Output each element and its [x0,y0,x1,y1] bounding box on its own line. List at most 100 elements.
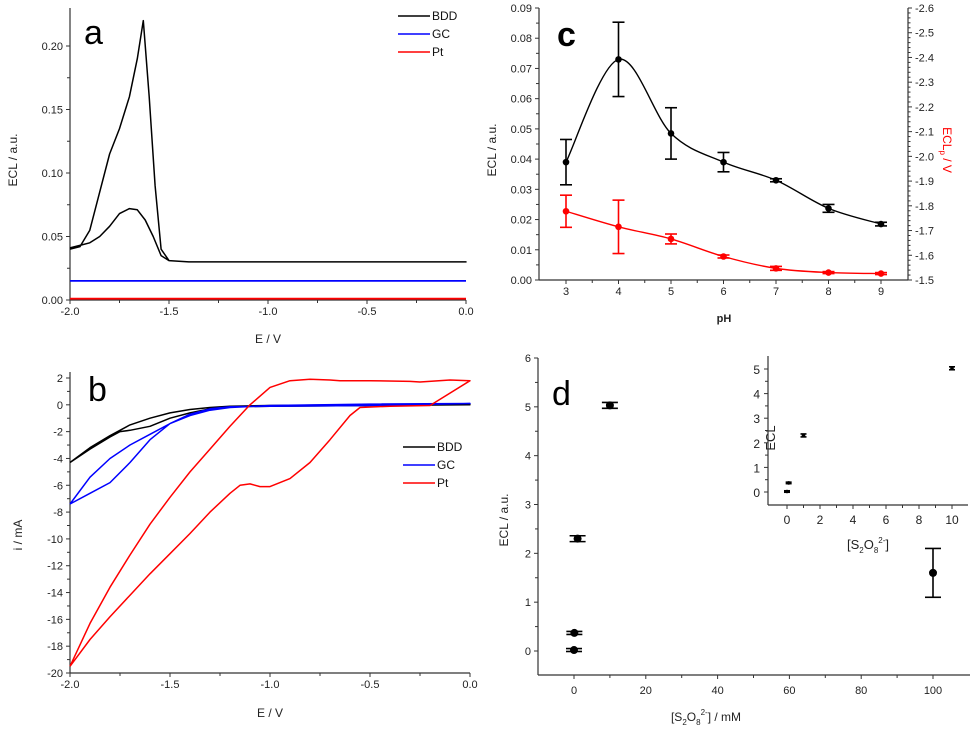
data-point [929,568,937,577]
d-x-sup: 2- [701,708,708,717]
panel-a-legend: BDD GC Pt [398,9,458,59]
panel-a-y-tick-label: 0.15 [42,105,63,117]
panel-c-eclp-point [717,253,730,260]
panel-a-x-tick-label: -2.0 [61,306,80,318]
panel-d-x-tick-label: 40 [711,685,723,697]
panel-a-x-tick-label: -0.5 [358,306,377,318]
panel-b-y-tick-label: -16 [47,614,63,626]
data-point [570,646,578,655]
panel-b-x-label: E / V [257,706,283,720]
panel-d-y-tick-label: 6 [525,353,531,365]
panel-b-series-gc [69,402,471,505]
panel-c-y-right-tick-label: -2.3 [915,77,934,89]
panel-b-y-tick-label: 0 [57,400,63,412]
panel-a-x-tick-label: 0.0 [458,306,473,318]
panel-c-y-right-tick-label: -1.5 [915,275,934,287]
panel-a-legend-label-gc: GC [432,27,450,41]
panel-c-ecl-point [717,151,730,173]
panel-letter-b: b [88,371,107,409]
panel-b-y-label: i / mA [11,520,25,551]
data-point [825,269,832,276]
panel-d-y-tick-label: 0 [525,646,531,658]
data-point [667,130,675,137]
panel-c-y-right-tick-label: -2.1 [915,127,934,139]
panel-c-right-axis: -1.5 -1.6 -1.7 -1.8 -1.9 -2.0 -2.1 -2.2 -2.3 -2.4… [907,3,934,287]
panel-b-legend-label-pt: Pt [437,476,449,490]
panel-b-x-tick-label: 0.0 [462,679,477,691]
panel-b-axes: -2.0 -1.5 -1.0 -0.5 0.0 2 0 -2 -4 -6 -8 -10 -12 -14 -1… [47,372,478,691]
panel-b-series-pt [69,378,471,667]
panel-d-x-tick-label: 100 [924,685,942,697]
panel-b-y-tick-label: 2 [57,373,63,385]
panel-c-eclp-point [875,270,887,277]
panel-d-y-tick-label: 2 [525,548,531,560]
panel-a-y-tick-label: 0.20 [42,41,63,53]
panel-b-y-tick-label: -4 [53,453,63,465]
panel-c-axes: 3 4 5 6 7 8 9 0.00 0.01 0.02 0.03 0.04 0.05 0.06 0.07 0… [511,3,908,298]
inset-x-tick-label: 0 [784,513,791,527]
panel-d-x-tick-label: 20 [640,685,652,697]
inset-y-tick-label: 3 [753,412,760,426]
data-point [615,56,622,63]
inset-x-sup: 2- [878,536,885,545]
inset-y-tick-label: 0 [753,486,760,500]
panel-a-x-tick-label: -1.0 [259,306,278,318]
panel-c-y-tick-label: 0.06 [511,94,532,106]
panel-c-y-tick-label: 0.01 [511,245,532,257]
data-point [573,534,582,543]
panel-b-x-tick-label: -2.0 [61,679,80,691]
panel-a-axes: -2.0 -1.5 -1.0 -0.5 0.0 0.00 0.05 0.10 0.15 0.20 [42,8,474,318]
d-x-sub1: 2 [682,718,687,727]
inset-x-tick-label: 8 [916,513,923,527]
panel-d-point [566,646,582,655]
panel-d-y-tick-label: 4 [525,451,531,463]
panel-d-point [925,547,941,599]
data-point [570,628,579,637]
panel-c-y-tick-label: 0.00 [511,275,532,287]
panel-d-point [566,628,583,637]
panel-d-y-tick-label: 5 [525,402,531,414]
panel-c-y-right-tick-label: -2.6 [915,3,934,15]
panel-a-x-label: E / V [255,332,281,346]
panel-c-y-tick-label: 0.04 [511,154,532,166]
data-point [801,433,806,438]
panel-letter-c: c [557,16,576,54]
data-point [667,235,675,243]
inset-y-tick-label: 2 [753,437,760,451]
panel-d-y-tick-label: 1 [525,597,531,609]
data-point [950,366,954,371]
panel-c-y-right-tick-label: -2.0 [915,151,934,163]
panel-c-x-tick-label: 5 [668,286,674,298]
panel-b-y-tick-label: -12 [47,561,63,573]
panel-c-x-tick-label: 8 [825,286,831,298]
panel-c-ecl-point [875,220,887,228]
panel-c-y-right-sub: p [938,150,947,155]
inset-x-tick-label: 6 [883,513,890,527]
inset-x-tick-label: 4 [850,513,857,527]
panel-c-y-right-tick-label: -2.5 [915,28,934,40]
panel-b-x-tick-label: -1.5 [161,679,180,691]
panel-c-y-tick-label: 0.07 [511,63,532,75]
panel-c-x-tick-label: 6 [720,286,726,298]
panel-d-point [601,401,618,410]
d-x-pre: [S [671,710,682,724]
plots-layer: -2.0 -1.5 -1.0 -0.5 0.0 0.00 0.0 5 0.10 0.15 0.20 B… [42,3,970,697]
panel-c-y-tick-label: 0.03 [511,184,532,196]
panel-a-series-bdd [69,19,467,263]
panel-a-y-tick-label: 0.10 [42,168,63,180]
panel-d-inset: 0 2 4 6 8 10 0 1 2 3 4 5 [753,356,968,527]
panel-a-y-tick-label: 0.00 [42,295,63,307]
data-point [786,481,791,485]
panel-c-eclp-point [560,194,572,229]
panel-b-series-bdd [69,404,471,464]
panel-b-y-tick-label: -14 [47,588,63,600]
inset-x-tick-label: 2 [817,513,824,527]
data-point [605,401,614,410]
panel-c-y-right-label: ECLp / V [938,127,954,173]
panel-c-y-right-tick-label: -1.7 [915,226,934,238]
panel-c-ecl-point [612,21,625,98]
inset-x-post: ] [885,537,889,552]
panel-b-legend: BDD GC Pt [403,440,463,490]
